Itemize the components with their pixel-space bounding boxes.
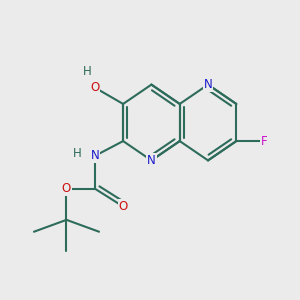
Text: N: N bbox=[90, 149, 99, 162]
Text: O: O bbox=[62, 182, 71, 195]
Text: H: H bbox=[73, 147, 82, 160]
Text: N: N bbox=[147, 154, 156, 167]
Text: N: N bbox=[204, 78, 212, 91]
Text: H: H bbox=[83, 65, 92, 78]
Text: O: O bbox=[90, 81, 99, 94]
Text: O: O bbox=[118, 200, 128, 213]
Text: F: F bbox=[261, 135, 268, 148]
